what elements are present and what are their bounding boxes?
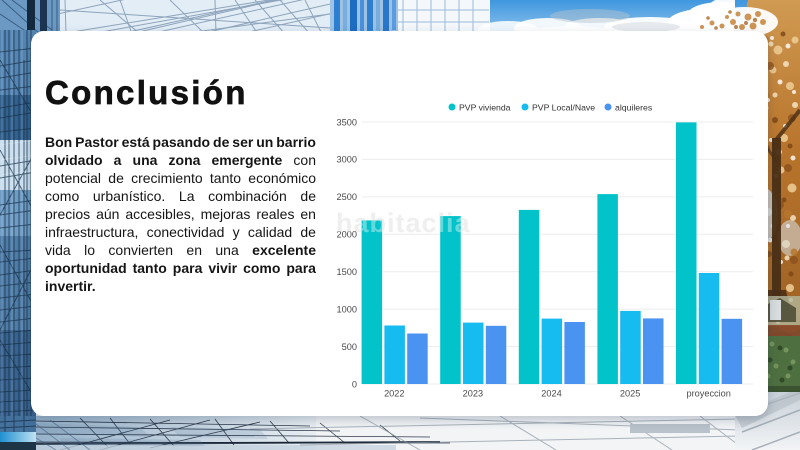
svg-text:3000: 3000 xyxy=(337,155,357,165)
svg-text:alquileres: alquileres xyxy=(615,102,653,112)
svg-text:2025: 2025 xyxy=(620,389,640,399)
svg-text:2022: 2022 xyxy=(384,389,404,399)
svg-text:1500: 1500 xyxy=(337,267,357,277)
svg-text:2000: 2000 xyxy=(337,230,357,240)
svg-text:proyeccion: proyeccion xyxy=(686,389,730,399)
svg-text:2023: 2023 xyxy=(463,389,483,399)
svg-text:0: 0 xyxy=(352,379,357,389)
svg-text:2500: 2500 xyxy=(337,192,357,202)
svg-text:habitaclia: habitaclia xyxy=(336,208,471,238)
svg-text:PVP vivienda: PVP vivienda xyxy=(459,102,511,112)
svg-text:2024: 2024 xyxy=(541,389,561,399)
svg-text:PVP Local/Nave: PVP Local/Nave xyxy=(532,102,595,112)
svg-text:1000: 1000 xyxy=(337,304,357,314)
svg-text:500: 500 xyxy=(342,342,357,352)
svg-text:3500: 3500 xyxy=(337,117,357,127)
